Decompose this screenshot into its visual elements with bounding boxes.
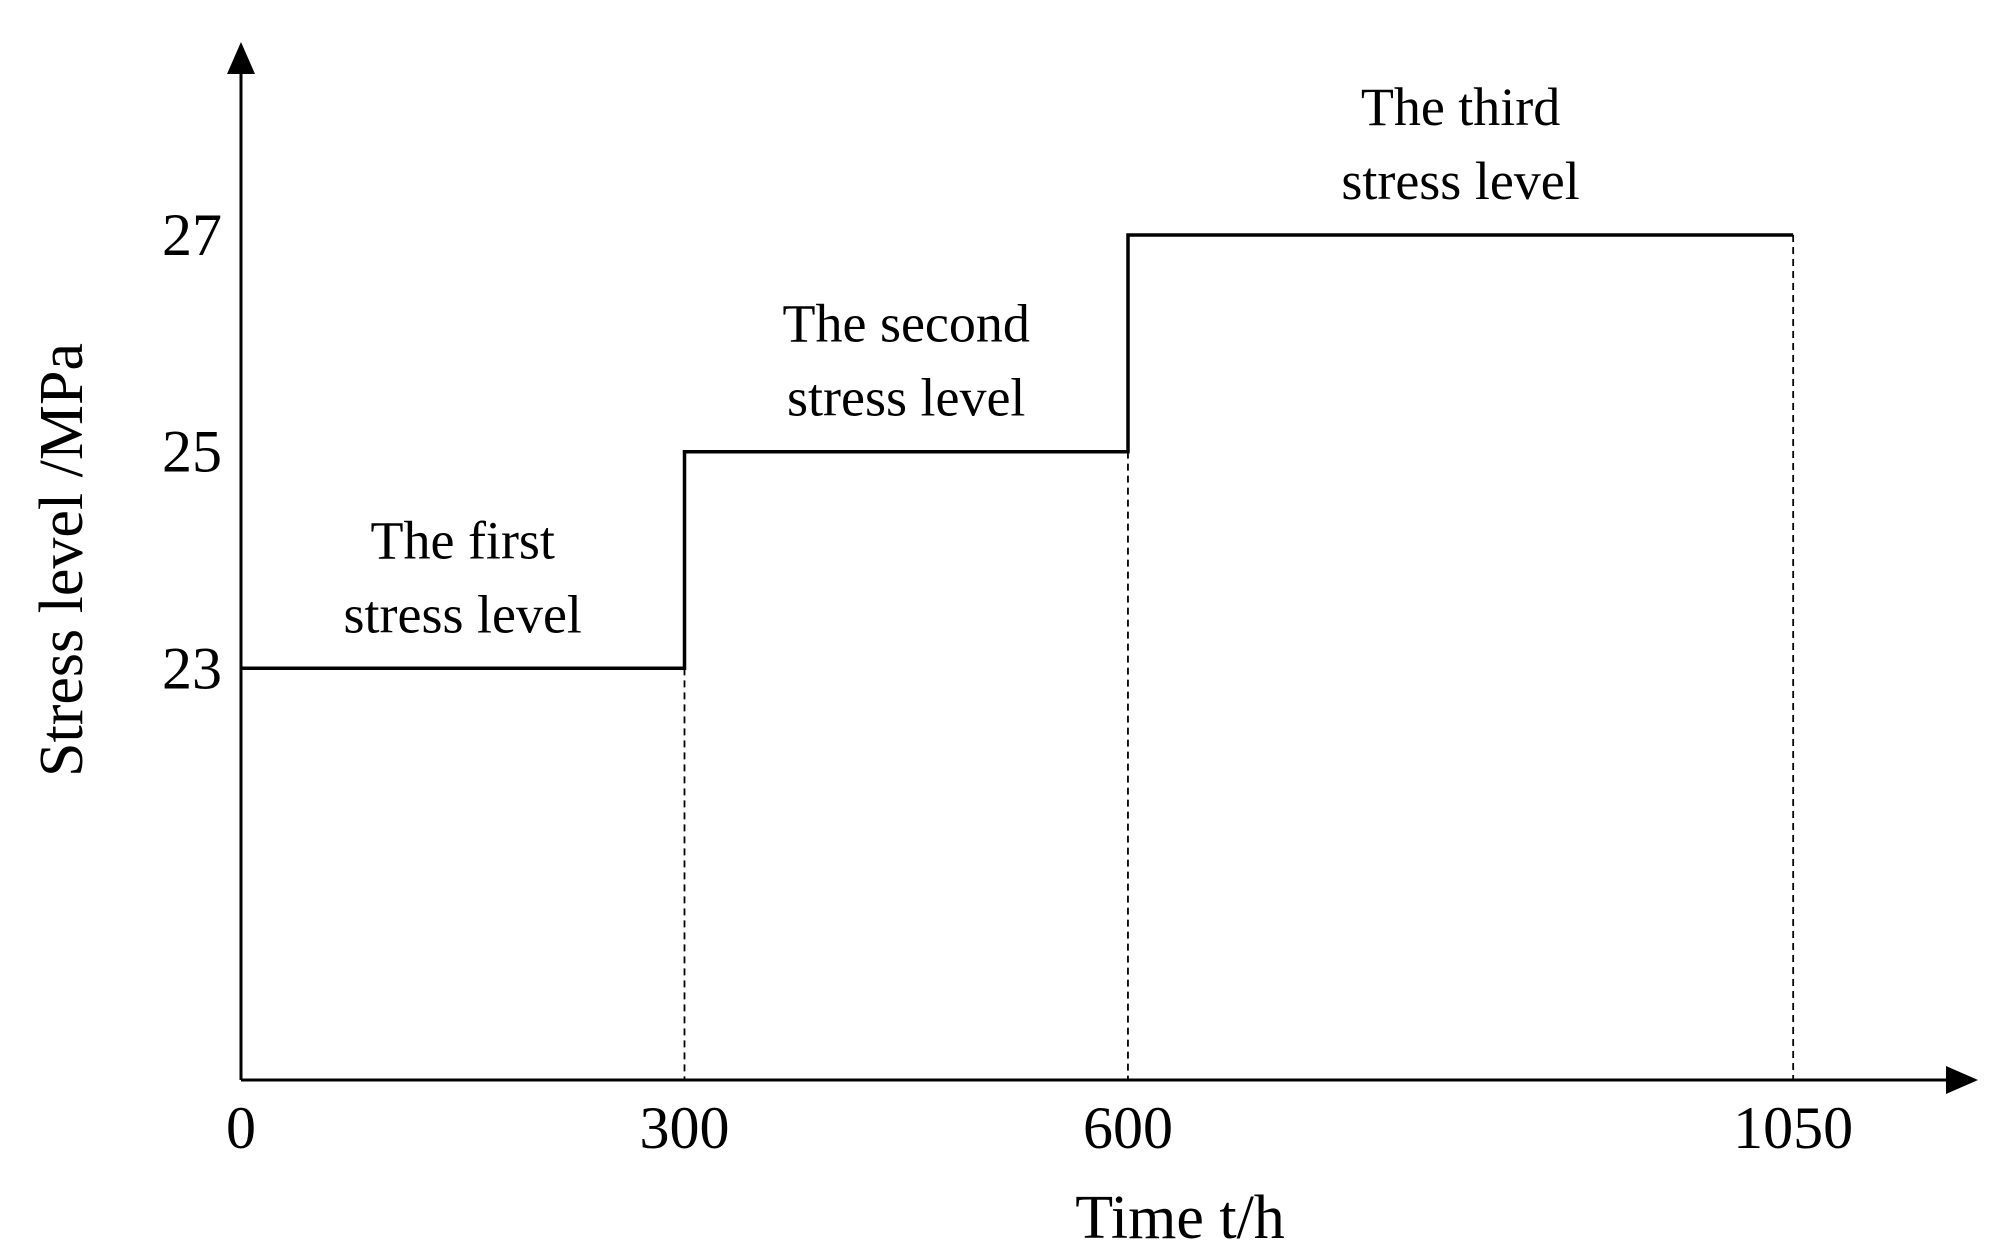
x-tick-label: 0 <box>226 1095 256 1161</box>
segment-label: The first <box>371 510 555 570</box>
series <box>241 233 1794 671</box>
axes <box>227 42 1978 1094</box>
y-tick-label: 27 <box>162 202 222 268</box>
x-tick-label: 300 <box>639 1095 729 1161</box>
step-series-line <box>241 233 1794 671</box>
segment-label: The third <box>1361 77 1560 137</box>
y-tick-labels: 23 25 27 <box>162 202 222 701</box>
x-axis-arrow-icon <box>1946 1066 1978 1094</box>
segment-label: The second <box>783 294 1030 354</box>
x-tick-label: 600 <box>1083 1095 1173 1161</box>
y-axis-title: Stress level /MPa <box>28 343 96 777</box>
x-tick-labels: 0 300 600 1050 <box>226 1095 1853 1161</box>
segment-label: stress level <box>344 584 582 644</box>
y-axis-arrow-icon <box>227 42 255 74</box>
y-tick-label: 23 <box>162 635 222 701</box>
segment-label: stress level <box>1341 151 1579 211</box>
annotations: The first stress level The second stress le… <box>344 77 1580 644</box>
x-axis-title: Time t/h <box>1075 1184 1285 1252</box>
segment-label: stress level <box>787 368 1025 428</box>
x-tick-label: 1050 <box>1733 1095 1853 1161</box>
y-tick-label: 25 <box>162 419 222 485</box>
drop-lines <box>683 235 1795 1080</box>
